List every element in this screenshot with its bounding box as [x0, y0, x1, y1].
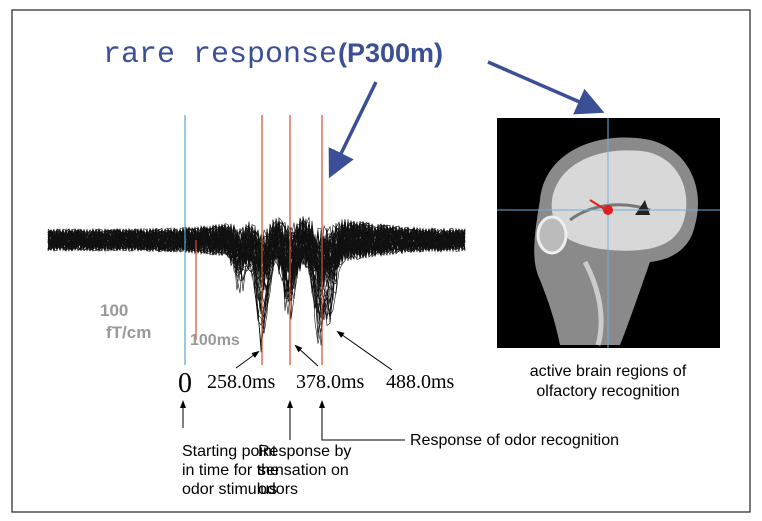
- time-scale: 100ms: [190, 332, 240, 349]
- annotation: sensation on: [258, 462, 349, 479]
- title-text: rare response: [103, 38, 337, 72]
- arrow: [328, 81, 378, 179]
- annotation: odor stimulus: [182, 481, 277, 498]
- waveform-trace: [47, 225, 466, 271]
- marker-label: 488.0ms: [386, 371, 455, 393]
- annotation: Response of odor recognition: [410, 432, 619, 449]
- arrow: [294, 344, 319, 367]
- waveform-trace: [47, 221, 466, 319]
- waveform-trace: [47, 217, 466, 267]
- title-highlight: (P300m): [338, 38, 443, 68]
- arrow: [235, 350, 260, 369]
- marker-label: 258.0ms: [207, 371, 276, 393]
- frame: [11, 9, 751, 513]
- annotation: odors: [258, 481, 298, 498]
- amplitude-unit: fT/cm: [106, 323, 151, 342]
- marker-label: 378.0ms: [296, 371, 365, 393]
- arrow: [487, 60, 605, 115]
- arrow: [336, 330, 393, 371]
- waveform-trace: [47, 221, 466, 289]
- brain-caption: active brain regions of: [530, 363, 687, 380]
- annotation: Starting point: [182, 443, 277, 460]
- waveform-trace: [47, 221, 466, 315]
- marker-label: 0: [178, 368, 192, 399]
- annotation: Response by: [258, 443, 351, 460]
- brain-caption: olfactory recognition: [536, 383, 679, 400]
- annotation: in time for the: [182, 462, 279, 479]
- waveform-trace: [47, 221, 466, 277]
- arrow: [319, 400, 405, 441]
- amplitude-value: 100: [100, 301, 128, 320]
- waveforms: [47, 216, 466, 353]
- brain-image: [497, 118, 720, 348]
